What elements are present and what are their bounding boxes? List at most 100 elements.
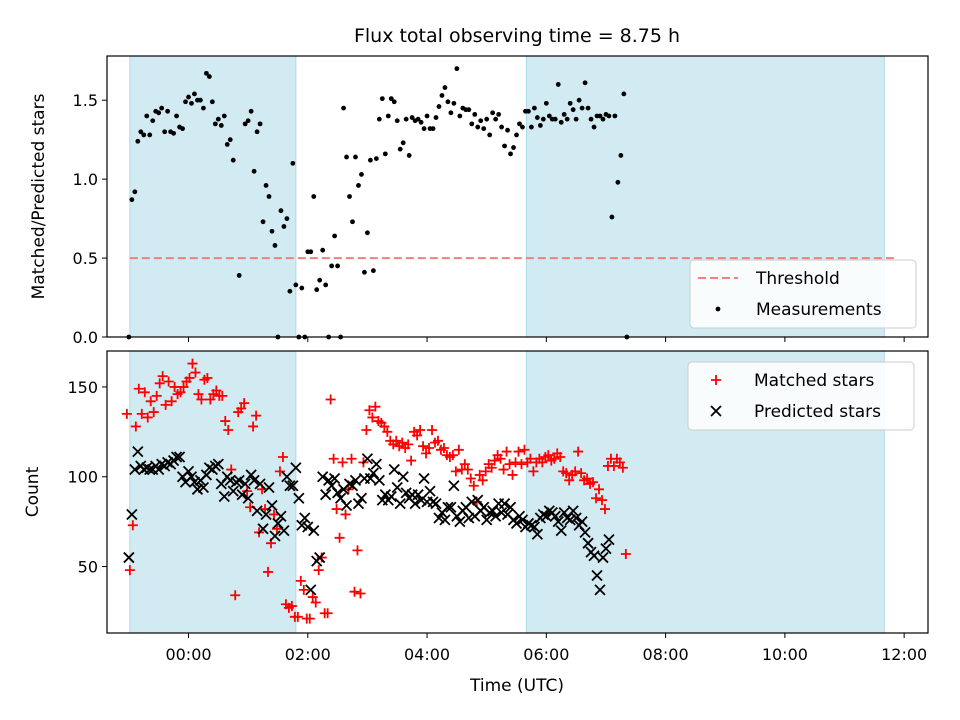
matched-star-point: [489, 455, 500, 466]
measurement-point: [496, 112, 502, 117]
predicted-star-point: [567, 505, 579, 517]
y-tick-label: 50: [78, 558, 98, 577]
predicted-star-point: [290, 462, 302, 474]
measurement-point: [573, 116, 579, 122]
predicted-star-point: [510, 517, 523, 530]
measurement-point: [457, 113, 463, 119]
measurement-point: [543, 100, 549, 106]
matched-star-point: [230, 590, 241, 601]
matched-star-point: [555, 451, 566, 462]
predicted-star-point: [251, 505, 263, 517]
matched-star-point: [148, 407, 159, 418]
predicted-star-point: [481, 514, 493, 526]
matched-star-point: [346, 453, 357, 464]
matched-star-point: [468, 480, 479, 491]
matched-star-point: [406, 455, 417, 466]
measurement-point: [454, 66, 460, 72]
matched-star-point: [193, 389, 204, 400]
measurement-point: [317, 277, 323, 283]
predicted-star-point: [126, 508, 138, 521]
matched-star-point: [614, 457, 625, 468]
measurement-point: [203, 70, 209, 76]
matched-star-point: [504, 459, 515, 470]
predicted-star-point: [245, 469, 257, 481]
measurement-point: [588, 116, 594, 122]
measurement-point: [591, 124, 597, 130]
measurement-point: [347, 194, 352, 199]
measurement-point: [612, 113, 618, 119]
matched-star-point: [596, 495, 607, 506]
predicted-star-point: [331, 487, 344, 499]
matched-star-point: [268, 509, 279, 520]
predicted-star-point: [153, 463, 165, 476]
matched-star-point: [486, 462, 497, 473]
matched-star-point: [163, 376, 174, 387]
matched-star-point: [160, 399, 171, 410]
predicted-star-point: [388, 463, 400, 476]
measurement-point: [350, 219, 355, 225]
y-tick-label: 150: [67, 378, 98, 397]
measurement-point: [367, 157, 373, 163]
measurement-point: [421, 126, 427, 132]
measurement-point: [293, 282, 299, 288]
predicted-star-point: [489, 510, 502, 522]
ratio-legend: Threshold Measurements: [689, 259, 917, 329]
legend-entry-label: Matched stars: [754, 371, 874, 391]
matched-star-point: [277, 451, 288, 462]
measurement-point: [415, 116, 421, 122]
matched-star-point: [510, 457, 521, 468]
predicted-star-point: [212, 458, 224, 470]
matched-star-point: [617, 462, 628, 473]
measurement-point: [135, 138, 141, 144]
measurement-point: [218, 123, 224, 128]
measurement-point: [183, 99, 188, 105]
predicted-star-point: [579, 526, 591, 539]
predicted-star-point: [263, 481, 275, 494]
measurement-point: [171, 130, 176, 136]
measurement-point: [215, 116, 221, 122]
measurement-point: [520, 124, 525, 130]
matched-star-point: [507, 469, 518, 480]
predicted-star-point: [254, 478, 266, 490]
matched-star-point: [211, 385, 222, 396]
measurement-point: [165, 108, 171, 114]
matched-star-point: [495, 453, 506, 464]
measurement-point: [475, 124, 481, 130]
matched-star-point: [178, 381, 189, 392]
measurement-point: [493, 116, 499, 122]
measurement-point: [189, 100, 194, 106]
predicted-star-point: [132, 445, 144, 458]
measurement-point: [138, 129, 144, 135]
matched-star-point: [421, 448, 432, 459]
predicted-star-point: [352, 498, 365, 510]
legend-entry-label: Threshold: [755, 269, 840, 289]
matched-star-point: [175, 387, 186, 398]
matched-star-point: [594, 484, 605, 495]
matched-star-point: [516, 459, 527, 470]
measurement-point: [579, 105, 585, 111]
matched-star-point: [190, 367, 201, 378]
count-panel: 50 100 150 00:00 02:00 04:00 06:00 08:00 10:00 12…: [23, 350, 929, 664]
measurement-point: [353, 154, 358, 160]
predicted-star-point: [409, 498, 421, 510]
measurement-point: [502, 143, 507, 149]
predicted-star-point: [314, 551, 326, 564]
measurement-point: [394, 118, 400, 124]
predicted-star-point: [600, 542, 612, 555]
count-y-axis-label: Count: [23, 466, 43, 517]
matched-star-point: [239, 398, 250, 409]
matched-star-point: [202, 372, 213, 383]
predicted-star-point: [144, 463, 156, 476]
measurement-point: [478, 118, 484, 124]
predicted-star-point: [129, 463, 141, 476]
x-tick-label: 06:00: [523, 645, 569, 664]
predicted-star-point: [260, 508, 272, 521]
matched-star-point: [561, 468, 572, 479]
measurement-point: [150, 118, 156, 124]
measurement-point: [224, 142, 230, 147]
x-axis-label: Time (UTC): [469, 676, 564, 696]
measurement-point: [561, 112, 567, 117]
matched-star-point: [418, 441, 429, 452]
matched-star-point: [620, 548, 631, 559]
